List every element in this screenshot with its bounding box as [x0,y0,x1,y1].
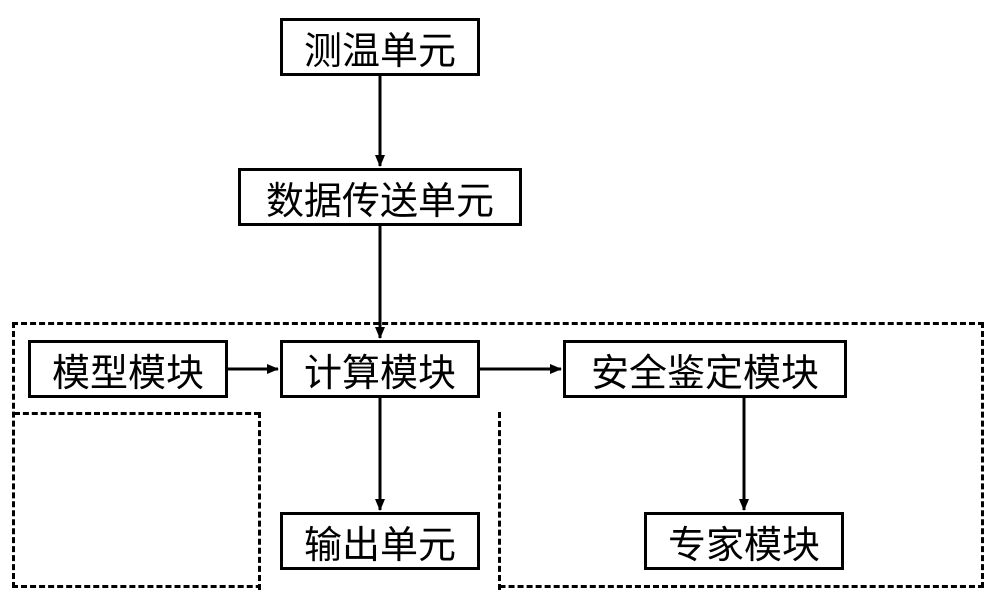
dashed-segment-left-vertical [258,412,261,590]
node-label: 安全鉴定模块 [591,342,819,397]
dashed-segment-top-left [14,412,260,415]
node-label: 专家模块 [668,514,820,569]
dashed-segment-right-vertical [498,412,501,590]
node-model-module: 模型模块 [28,340,228,398]
node-temperature-unit: 测温单元 [280,18,480,76]
node-safety-assessment-module: 安全鉴定模块 [563,340,847,398]
flowchart-canvas: 测温单元 数据传送单元 模型模块 计算模块 安全鉴定模块 输出单元 专家模块 [0,0,1000,607]
node-label: 模型模块 [52,342,204,397]
node-expert-module: 专家模块 [644,512,844,570]
node-output-unit: 输出单元 [280,512,480,570]
node-label: 计算模块 [304,342,456,397]
node-data-transfer-unit: 数据传送单元 [238,168,522,226]
node-label: 输出单元 [304,514,456,569]
node-compute-module: 计算模块 [280,340,480,398]
node-label: 数据传送单元 [266,170,494,225]
node-label: 测温单元 [304,20,456,75]
